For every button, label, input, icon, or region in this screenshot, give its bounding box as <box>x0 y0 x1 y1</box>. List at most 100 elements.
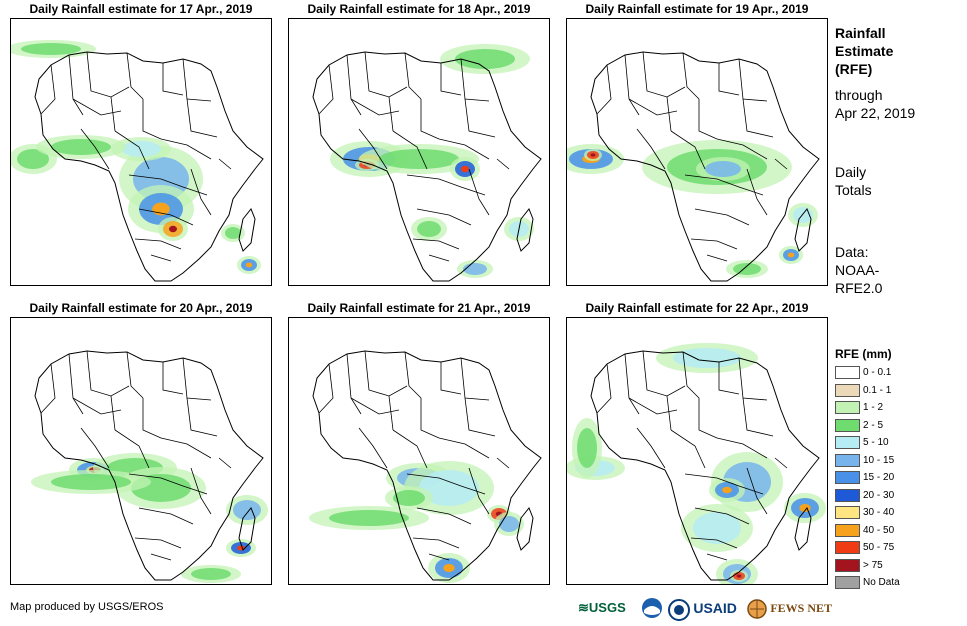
country-border <box>682 351 700 399</box>
country-border <box>86 350 130 397</box>
country-border <box>392 130 428 170</box>
country-border <box>684 473 764 495</box>
usaid-seal-icon <box>668 598 690 621</box>
country-border <box>218 158 232 170</box>
rain-area-heavy <box>461 165 469 173</box>
rain-area <box>233 500 261 520</box>
legend-swatch <box>835 366 860 379</box>
madagascar-coastline <box>516 507 534 551</box>
country-border <box>126 52 144 100</box>
country-border <box>468 467 490 515</box>
country-border <box>404 52 422 100</box>
country-border <box>190 467 212 515</box>
africa-coastline <box>34 350 264 581</box>
legend-swatch <box>835 453 860 467</box>
country-border <box>624 54 640 116</box>
legend-label: 50 - 75 <box>863 542 895 553</box>
rain-area <box>379 149 459 169</box>
africa-coastline <box>312 350 542 581</box>
legend-label: 0.1 - 1 <box>863 384 892 396</box>
map-panel-21-apr: Daily Rainfall estimate for 21 Apr., 201… <box>288 300 550 585</box>
country-border <box>412 537 460 549</box>
country-border <box>684 174 764 196</box>
fews-net-logo: FEWS NET <box>747 597 832 619</box>
africa-map-svg <box>567 51 820 282</box>
country-border <box>68 54 84 116</box>
legend-swatch <box>835 436 860 449</box>
country-border <box>40 64 56 115</box>
country-border <box>138 507 194 525</box>
country-border <box>496 457 510 469</box>
madagascar-coastline <box>238 507 256 551</box>
legend-item: 40 - 50 <box>835 523 955 540</box>
legend-swatch <box>835 523 860 537</box>
country-border <box>464 98 496 138</box>
rain-area <box>121 141 161 157</box>
country-border <box>706 254 728 262</box>
rain-area <box>419 470 479 506</box>
legend-label: 20 - 30 <box>863 489 895 501</box>
rain-area-heavy <box>722 486 732 494</box>
rain-area <box>329 510 409 526</box>
country-border <box>358 427 388 469</box>
country-border <box>716 138 768 160</box>
country-border <box>706 553 728 561</box>
country-border <box>690 238 738 250</box>
country-border <box>420 398 440 439</box>
country-border <box>742 98 774 138</box>
country-border <box>460 357 490 401</box>
country-border <box>694 208 750 226</box>
country-border <box>318 64 334 115</box>
country-border <box>388 96 394 132</box>
rain-area <box>393 490 425 506</box>
rainfall-map <box>566 18 828 286</box>
country-border <box>440 362 462 395</box>
usaid-logo-text: USAID <box>693 600 737 616</box>
map-panel-17-apr: Daily Rainfall estimate for 17 Apr., 201… <box>10 1 272 286</box>
legend-swatch <box>835 506 860 519</box>
legend-label: No Data <box>863 577 900 588</box>
country-border <box>182 58 212 102</box>
legend-label: 1 - 2 <box>863 402 884 413</box>
madagascar-coastline <box>238 208 256 252</box>
legend-swatch <box>835 471 860 484</box>
legend-label: 40 - 50 <box>863 524 895 536</box>
country-border <box>628 397 678 415</box>
africa-map-svg <box>309 350 542 583</box>
rain-area-heavy <box>443 564 455 572</box>
daily-totals-label: Daily Totals <box>835 163 872 199</box>
country-border <box>160 437 212 459</box>
country-border <box>440 63 462 96</box>
rain-area <box>51 139 111 155</box>
panel-title: Daily Rainfall estimate for 21 Apr., 201… <box>307 301 531 315</box>
country-border <box>694 507 750 525</box>
legend-item: No Data <box>835 575 955 592</box>
country-border <box>128 174 208 196</box>
legend-swatch <box>835 558 860 572</box>
map-credit: Map produced by USGS/EROS <box>10 601 164 613</box>
country-border <box>142 398 162 439</box>
country-border <box>406 473 486 495</box>
totals-line: Daily <box>835 164 867 180</box>
rfe-title-line: Estimate <box>835 43 894 59</box>
country-border <box>690 537 738 549</box>
rain-area <box>499 516 519 532</box>
legend-swatch <box>835 401 860 414</box>
data-source-label: Data: NOAA- RFE2.0 <box>835 243 882 297</box>
rainfall-map <box>566 317 828 585</box>
legend-item: 10 - 15 <box>835 453 955 470</box>
legend-swatch <box>835 383 860 397</box>
country-border <box>126 351 144 399</box>
through-label: through <box>835 87 883 103</box>
rain-area <box>733 263 761 275</box>
country-border <box>746 467 768 515</box>
rainfall-layer <box>567 343 826 584</box>
legend-item: 0 - 0.1 <box>835 365 955 382</box>
country-border <box>636 128 666 170</box>
country-border <box>636 427 666 469</box>
country-border <box>138 208 194 226</box>
country-border <box>464 397 496 437</box>
rain-area-heavy <box>169 225 177 233</box>
legend-swatch <box>835 418 860 432</box>
country-border <box>438 138 490 160</box>
